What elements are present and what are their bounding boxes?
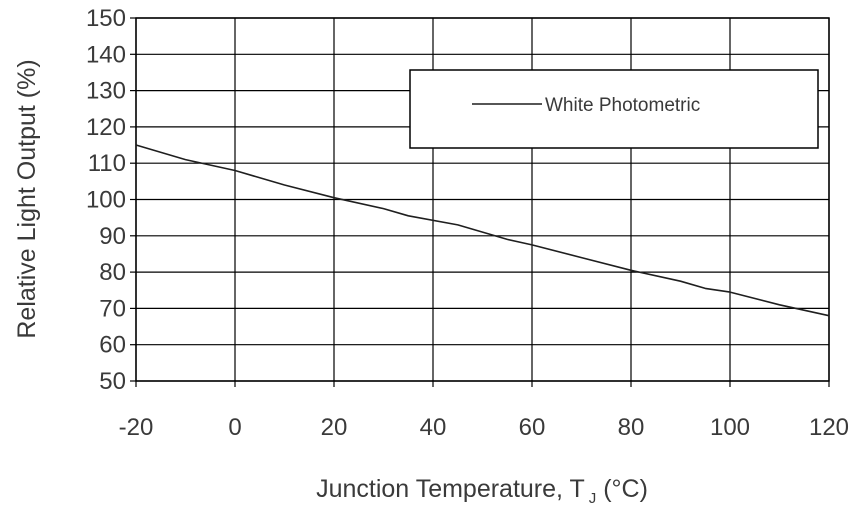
y-axis-title: Relative Light Output (%) [13, 59, 41, 338]
x-axis-ticks: -20 0 20 40 60 80 100 120 [119, 381, 849, 441]
y-tick-label: 140 [86, 41, 126, 68]
x-tick-label: 20 [321, 414, 348, 441]
x-axis-title-unit: (°C) [596, 475, 648, 503]
y-tick-label: 80 [99, 259, 126, 286]
x-tick-label: 0 [228, 414, 241, 441]
y-tick-label: 50 [99, 368, 126, 395]
y-tick-label: 130 [86, 78, 126, 105]
series-line [135, 144, 830, 317]
y-tick-label: 70 [99, 295, 126, 322]
x-tick-label: 60 [519, 414, 546, 441]
legend-label: White Photometric [545, 95, 700, 116]
x-tick-label: 100 [710, 414, 750, 441]
legend: White Photometric [409, 69, 819, 149]
series-layer [135, 144, 830, 317]
y-tick-label: 100 [86, 187, 126, 214]
y-tick-label: 110 [88, 150, 126, 177]
x-axis-title-main: Junction Temperature, T [316, 475, 585, 503]
x-axis-title-subscript: J [589, 490, 597, 507]
y-tick-label: 90 [99, 223, 126, 250]
x-tick-label: 120 [809, 414, 849, 441]
x-tick-label: -20 [119, 414, 154, 441]
y-tick-label: 120 [86, 114, 126, 141]
legend-box [409, 69, 819, 149]
y-tick-label: 150 [86, 5, 126, 32]
y-axis-ticks: 50 60 70 80 90 100 110 120 130 140 150 [86, 5, 136, 395]
x-tick-label: 80 [618, 414, 645, 441]
y-tick-label: 60 [99, 332, 126, 359]
x-tick-label: 40 [420, 414, 447, 441]
